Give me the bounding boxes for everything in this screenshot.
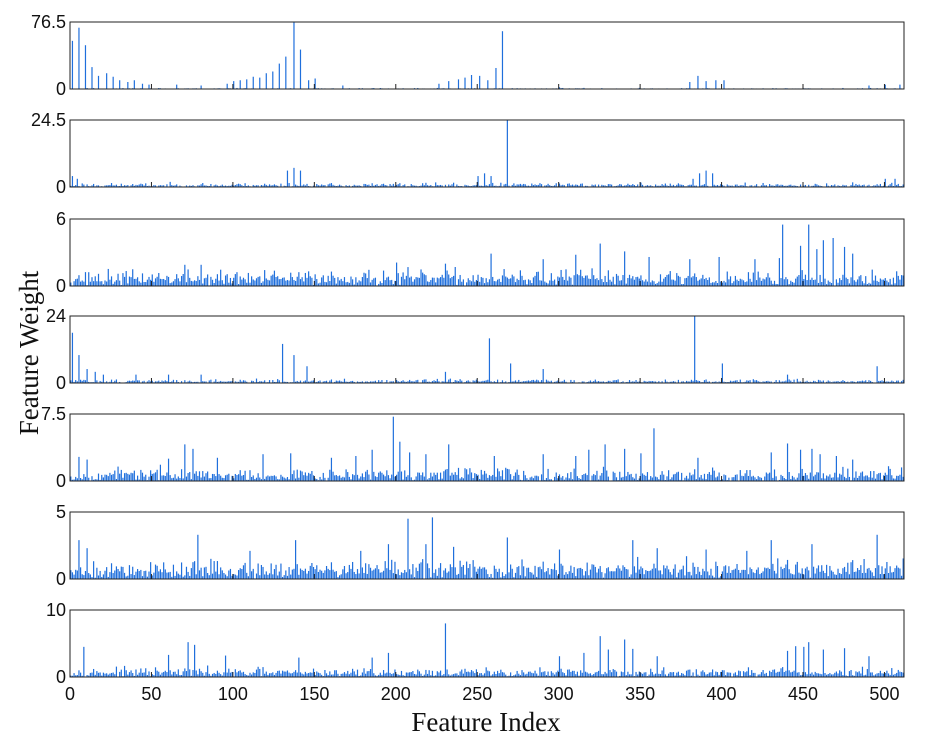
axes-frame — [69, 609, 905, 678]
panel-5: 07.5 — [41, 404, 905, 491]
y-tick-label: 7.5 — [41, 404, 66, 424]
x-tick-label: 150 — [299, 684, 329, 704]
x-tick-label: 100 — [218, 684, 248, 704]
panel-2: 024.5 — [31, 110, 905, 197]
axes-frame — [69, 218, 905, 287]
x-tick-label: 250 — [462, 684, 492, 704]
y-axis-label: Feature Weight — [14, 270, 44, 436]
y-tick-label: 0 — [56, 177, 66, 197]
panel-3: 06 — [56, 209, 905, 296]
y-tick-label: 10 — [46, 600, 66, 620]
y-tick-label: 0 — [56, 569, 66, 589]
y-tick-label: 5 — [56, 502, 66, 522]
axes-frame — [69, 511, 905, 580]
axes-frame — [69, 119, 905, 188]
x-tick-label: 500 — [869, 684, 899, 704]
x-tick-label: 400 — [707, 684, 737, 704]
panel-6: 05 — [56, 502, 905, 589]
y-tick-label: 0 — [56, 471, 66, 491]
y-tick-label: 0 — [56, 667, 66, 687]
x-tick-label: 450 — [788, 684, 818, 704]
y-tick-label: 6 — [56, 209, 66, 229]
axes-frame — [69, 315, 905, 384]
x-tick-label: 0 — [65, 684, 75, 704]
panel-7: 0 10 — [46, 600, 905, 687]
panel-4: 0 24 — [46, 306, 905, 393]
panel-1: 076.5 — [31, 12, 905, 99]
y-tick-label: 0 — [56, 276, 66, 296]
y-tick-label: 24 — [46, 306, 66, 326]
y-tick-label: 24.5 — [31, 110, 66, 130]
x-axis-label: Feature Index — [411, 707, 561, 737]
x-tick-label: 50 — [141, 684, 161, 704]
y-tick-label: 0 — [56, 373, 66, 393]
axes-frame — [69, 21, 905, 90]
x-tick-label: 300 — [544, 684, 574, 704]
x-tick-label: 350 — [625, 684, 655, 704]
y-tick-label: 0 — [56, 79, 66, 99]
y-tick-label: 76.5 — [31, 12, 66, 32]
axes-frame — [69, 413, 905, 482]
x-tick-label: 200 — [381, 684, 411, 704]
